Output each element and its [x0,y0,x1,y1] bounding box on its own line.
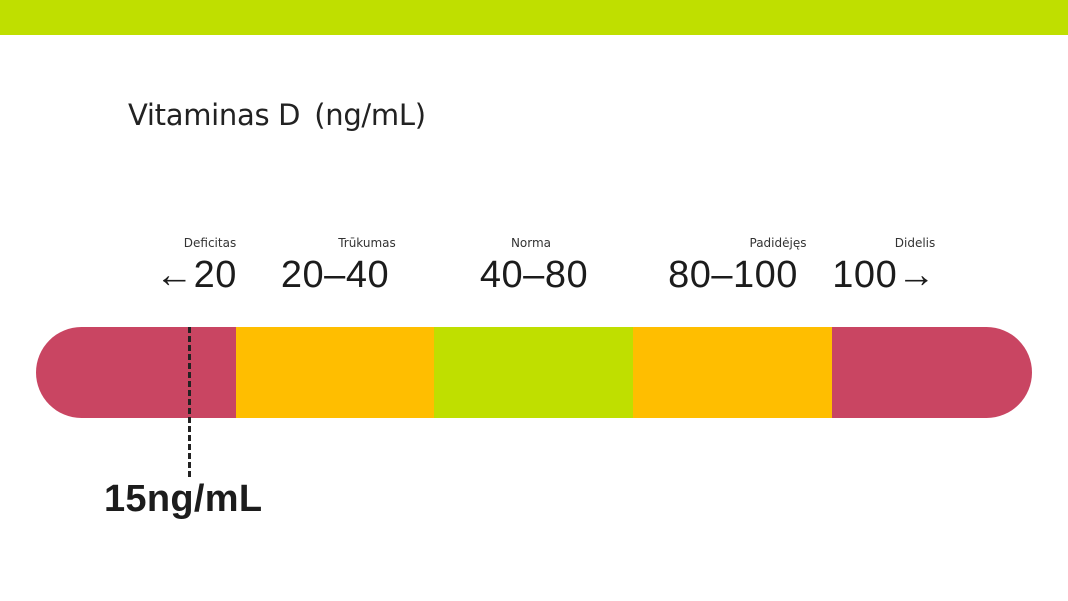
range-label-deficitas: ←20 [155,254,237,296]
category-label-norma: Norma [510,236,552,250]
title-main: Vitaminas D [128,98,301,132]
range-label-trukumas: 20–40 [280,254,390,296]
range-label-norma: 40–80 [479,254,589,296]
category-label-didelis: Didelis [894,236,936,250]
range-label-padidejes: 80–100 [668,254,798,296]
segment-norma [434,327,633,418]
title-unit: (ng/mL) [314,98,426,132]
segment-padidejes [633,327,832,418]
value-marker-label: 15ng/mL [104,478,263,520]
value-marker-line [188,327,191,477]
category-label-padidejes: Padidėjęs [749,236,807,250]
segment-didelis [832,327,1032,418]
range-label-didelis: 100→ [832,254,936,296]
segment-trukumas [236,327,434,418]
chart-title: Vitaminas D (ng/mL) [128,98,426,132]
vitamin-d-scale-bar [36,327,1032,418]
category-label-deficitas: Deficitas [183,236,237,250]
category-label-trukumas: Trūkumas [338,236,396,250]
segment-deficitas [36,327,236,418]
top-accent-bar [0,0,1068,35]
